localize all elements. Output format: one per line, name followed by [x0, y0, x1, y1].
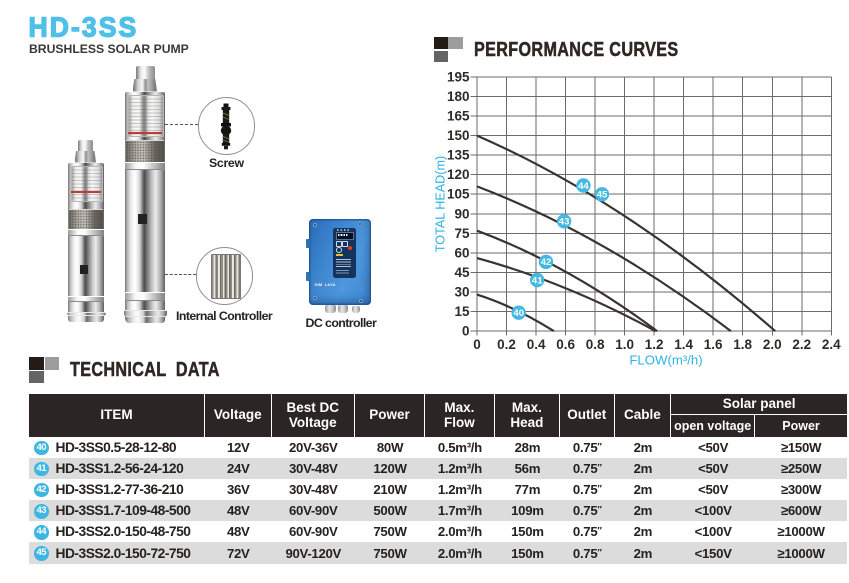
svg-text:30: 30 — [454, 285, 469, 300]
svg-text:0: 0 — [473, 337, 481, 352]
svg-text:1.8: 1.8 — [733, 337, 752, 352]
svg-text:150: 150 — [447, 128, 470, 143]
svg-text:41: 41 — [532, 275, 543, 286]
svg-text:2.0: 2.0 — [763, 337, 782, 352]
svg-text:180: 180 — [447, 89, 470, 104]
svg-text:105: 105 — [447, 187, 470, 202]
svg-text:90: 90 — [454, 206, 469, 221]
svg-text:0: 0 — [462, 324, 470, 339]
svg-text:45: 45 — [597, 190, 608, 201]
svg-text:45: 45 — [454, 265, 470, 280]
svg-text:2.2: 2.2 — [792, 337, 811, 352]
svg-text:165: 165 — [447, 109, 470, 124]
svg-text:42: 42 — [541, 257, 552, 268]
svg-text:43: 43 — [559, 217, 570, 228]
svg-text:0.8: 0.8 — [586, 337, 605, 352]
svg-text:0.6: 0.6 — [556, 337, 575, 352]
svg-text:1.4: 1.4 — [674, 337, 693, 352]
svg-text:15: 15 — [454, 304, 470, 319]
svg-text:75: 75 — [454, 226, 470, 241]
svg-text:195: 195 — [447, 69, 470, 84]
svg-text:40: 40 — [513, 308, 524, 319]
svg-text:1.2: 1.2 — [645, 337, 664, 352]
svg-text:FLOW(m³/h): FLOW(m³/h) — [629, 353, 702, 368]
svg-text:0.2: 0.2 — [497, 337, 516, 352]
svg-text:2.4: 2.4 — [822, 337, 841, 352]
svg-text:60: 60 — [454, 245, 469, 260]
svg-text:1.0: 1.0 — [615, 337, 634, 352]
svg-text:1.6: 1.6 — [704, 337, 723, 352]
svg-text:44: 44 — [578, 181, 589, 192]
svg-text:120: 120 — [447, 167, 470, 182]
svg-text:0.4: 0.4 — [527, 337, 546, 352]
svg-text:135: 135 — [447, 148, 470, 163]
svg-text:TOTAL HEAD(m): TOTAL HEAD(m) — [434, 156, 448, 252]
